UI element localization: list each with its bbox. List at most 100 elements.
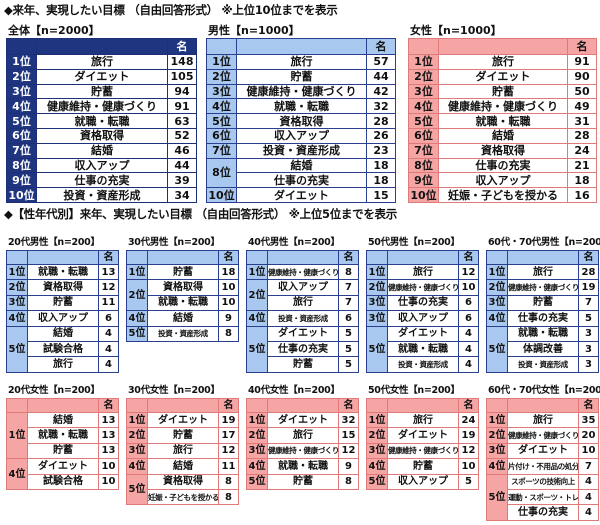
count-cell: 9: [338, 458, 359, 475]
rank-cell: 10位: [206, 187, 237, 203]
item-label: 資格取得: [27, 279, 99, 296]
rank-header: [486, 250, 508, 265]
count-cell: 10: [98, 473, 119, 490]
count-cell: 13: [98, 427, 119, 444]
item-label: 結婚: [147, 310, 219, 327]
table-row: 4位 結婚 11: [126, 458, 239, 475]
item-label: 健康維持・健康づくり: [236, 83, 367, 100]
item-header: [27, 398, 99, 413]
rank-cell: 3位: [366, 442, 388, 460]
table-caption: 60代・70代女性【n=200】: [488, 385, 600, 396]
count-header: 名: [578, 250, 599, 265]
rank-header: [126, 250, 148, 265]
rank-cell: 8位: [408, 157, 439, 174]
table-caption: 男性【n=1000】: [208, 24, 300, 37]
item-label: ダイエット: [267, 411, 339, 429]
rank-cell: 3位: [486, 442, 508, 460]
item-label: 投資・資産形成: [507, 356, 579, 373]
count-header: 名: [458, 398, 479, 413]
count-cell: 13: [98, 263, 119, 281]
rank-header: [366, 398, 388, 413]
item-label: 貯蓄: [27, 294, 99, 312]
count-cell: 13: [98, 411, 119, 429]
table-row: 3位 仕事の充実 6: [366, 294, 479, 312]
rank-header: [126, 398, 148, 413]
table-row: 2位 貯蓄 44: [206, 68, 396, 85]
rank-cell: 4位: [6, 458, 28, 490]
rank-header: [6, 250, 28, 265]
count-cell: 7: [338, 279, 359, 296]
item-label: 旅行: [387, 263, 459, 281]
rank-cell: 10位: [408, 187, 439, 203]
header-row: 名: [126, 398, 239, 413]
rank-cell: 2位: [6, 279, 28, 296]
table-row: 4位 就職・転職 32: [206, 98, 396, 115]
table-row: 運動・スポーツ・トレーニング4: [487, 488, 599, 506]
count-header: 名: [218, 250, 239, 265]
table-row: 2位 健康維持・健康づくり 20: [486, 427, 599, 444]
item-label: 運動・スポーツ・トレーニング: [507, 488, 579, 506]
item-label: 投資・資産形成: [387, 356, 459, 373]
item-label: ダイエット: [267, 325, 339, 342]
rank-cell: 1位: [246, 263, 268, 281]
ranking-table: 名 1位 ダイエット 19 2位 貯蓄 17 3位 旅行 12 4位 結婚 11 5位 資格取得 8 妊娠・子ど…: [126, 398, 239, 506]
table-row: 9位 収入アップ 18: [408, 172, 597, 189]
table-row: 4位 仕事の充実 5: [486, 310, 599, 327]
count-cell: 44: [366, 68, 396, 85]
count-cell: 20: [578, 427, 599, 444]
count-cell: 18: [567, 172, 597, 189]
item-label: 就職・転職: [236, 98, 367, 115]
ranking-table: 名 1位 結婚 13 就職・転職 13 貯蓄 13 4位 ダイエット 10 試験合格 10: [6, 398, 119, 490]
header-row: 名: [206, 38, 396, 55]
item-label: 就職・転職: [36, 113, 168, 129]
item-label: ダイエット: [507, 442, 579, 460]
table-row: 3位 ダイエット 10: [486, 442, 599, 460]
item-label: 貯蓄: [507, 294, 579, 312]
item-label: 資格取得: [236, 113, 367, 129]
section-title-age: ◆【性年代別】来年、実現したい目標 （自由回答形式） ※上位5位までを表示: [4, 207, 397, 221]
count-cell: 63: [167, 113, 197, 129]
rank-cell: 5位: [246, 325, 268, 373]
rank-cell: 1位: [126, 263, 148, 281]
item-label: 貯蓄: [36, 83, 168, 100]
rank-cell: 4位: [6, 310, 28, 327]
item-header: [507, 398, 579, 413]
table-row: 試験合格 10: [7, 473, 119, 490]
item-label: 収入アップ: [387, 310, 459, 327]
count-cell: 6: [458, 310, 479, 327]
table-caption: 全体【n=2000】: [8, 24, 100, 37]
item-label: 投資・資産形成: [236, 142, 367, 159]
count-cell: 4: [98, 340, 119, 358]
count-cell: 31: [567, 113, 597, 129]
count-cell: 23: [366, 142, 396, 159]
table-row: 投資・資産形成 4: [367, 356, 479, 373]
table-row: 8位 収入アップ 44: [6, 157, 197, 174]
count-cell: 7: [578, 458, 599, 475]
item-label: 体調改善: [507, 340, 579, 358]
table-row: 2位 旅行 15: [246, 427, 359, 444]
count-header: 名: [98, 398, 119, 413]
item-label: 健康維持・健康づくり: [387, 279, 459, 296]
rank-header: [6, 38, 37, 55]
item-label: 旅行: [267, 427, 339, 444]
table-row: 2位 ダイエット 90: [408, 68, 597, 85]
count-header: 名: [458, 250, 479, 265]
count-cell: 12: [98, 279, 119, 296]
table-row: 6位 資格取得 52: [6, 127, 197, 144]
count-cell: 4: [578, 504, 599, 521]
item-header: [267, 398, 339, 413]
table-row: 旅行 4: [7, 356, 119, 373]
table-row: 2位 資格取得 10: [126, 279, 239, 312]
item-label: 資格取得: [438, 142, 568, 159]
count-cell: 44: [167, 157, 197, 174]
header-row: 名: [366, 250, 479, 265]
rank-cell: 5位: [366, 325, 388, 373]
header-row: 名: [126, 250, 239, 265]
table-row: 5位 就職・転職 63: [6, 113, 197, 129]
table-row: 5位 収入アップ 5: [366, 473, 479, 490]
count-cell: 4: [98, 356, 119, 373]
item-label: 貯蓄: [267, 356, 339, 373]
table-row: 3位 貯蓄 7: [486, 294, 599, 312]
table-row: 4位 結婚 9: [126, 310, 239, 327]
ranking-table: 名 1位 貯蓄 18 2位 資格取得 10 就職・転職 10 4位 結婚 9 5位 投資・資産形成 8: [126, 250, 239, 342]
